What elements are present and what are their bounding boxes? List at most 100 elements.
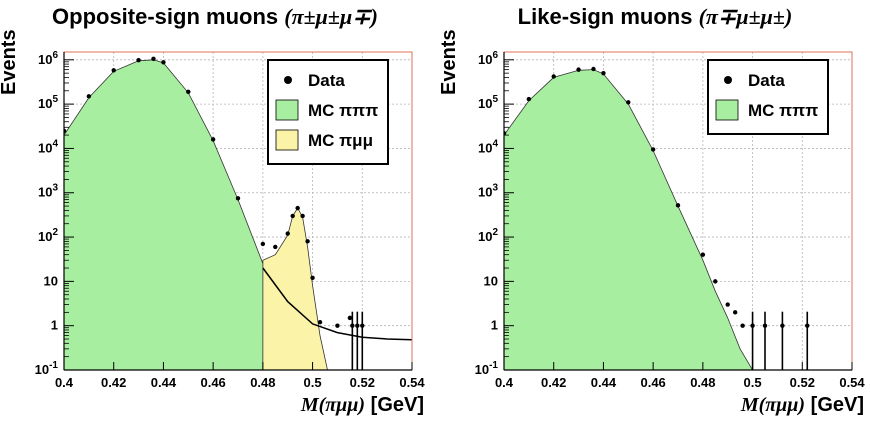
data-point — [86, 94, 92, 99]
y-tick-label: 1 — [491, 318, 498, 333]
y-tick-label: 102 — [478, 227, 498, 244]
plot-area — [64, 56, 412, 370]
data-point — [285, 231, 290, 236]
x-tick-label: 0.52 — [790, 375, 815, 390]
chart-title-like: Like-sign muons (π∓μ±μ±) — [517, 4, 793, 29]
y-tick-label: 106 — [478, 50, 498, 67]
y-tick-label: 10-1 — [35, 360, 59, 377]
data-point — [675, 203, 681, 208]
x-tick-label: 0.54 — [839, 375, 865, 390]
plot-area — [504, 66, 810, 370]
x-tick-label: 0.4 — [55, 375, 74, 390]
data-point — [235, 196, 241, 201]
data-point — [355, 323, 360, 328]
data-point — [310, 275, 315, 281]
data-point — [750, 323, 755, 328]
x-tick-label: 0.48 — [690, 375, 715, 390]
data-point — [347, 315, 353, 321]
opposite-sign-chart: 0.4 0.42 0.44 0.46 0.48 0.5 0.52 0.54 10-1 1 10 102… — [35, 50, 426, 390]
y-tick-label: 105 — [38, 94, 58, 111]
data-point — [601, 70, 606, 76]
x-tick-label: 0.52 — [350, 375, 375, 390]
x-tick-label: 0.44 — [151, 375, 177, 390]
opposite-sign-panel: Opposite-sign muons (π±μ±μ∓) 0.4 0.42 0.44… — [0, 0, 430, 423]
data-point — [260, 241, 266, 247]
legend-label: Data — [748, 71, 785, 90]
data-point — [350, 323, 355, 328]
data-point — [317, 319, 323, 325]
histogram-fill — [262, 207, 328, 370]
y-axis-label: Events — [438, 29, 460, 95]
x-tick-label: 0.48 — [250, 375, 275, 390]
data-point — [210, 137, 216, 142]
fit-curve — [262, 267, 412, 341]
data-point — [732, 310, 738, 315]
like-sign-chart: 0.4 0.42 0.44 0.46 0.48 0.5 0.52 0.54 10-1 1 10 102… — [475, 50, 866, 390]
legend-marker — [284, 76, 292, 84]
data-point — [300, 213, 305, 219]
x-tick-label: 0.42 — [541, 375, 566, 390]
data-point — [136, 57, 141, 63]
data-point — [111, 68, 116, 73]
data-point — [626, 100, 631, 105]
data-point — [805, 323, 810, 328]
y-axis-label: Events — [0, 29, 20, 95]
data-point — [295, 205, 300, 211]
y-tick-label: 104 — [478, 138, 498, 155]
data-point — [740, 323, 745, 328]
data-point — [700, 252, 706, 257]
data-point — [713, 279, 718, 284]
data-point — [290, 213, 295, 219]
data-point — [780, 323, 785, 328]
legend: Data MC πππ — [707, 59, 829, 135]
legend-marker — [724, 76, 732, 84]
data-point — [151, 56, 156, 62]
y-tick-label: 105 — [478, 94, 498, 111]
x-axis-label: M(πμμ) [GeV] — [300, 394, 424, 416]
y-axis-ticks: 10-1 1 10 102 103 104 105 106 — [475, 50, 514, 377]
legend-label: MC πμμ — [308, 131, 373, 150]
data-point — [762, 323, 768, 328]
y-axis-ticks: 10-1 1 10 102 103 104 105 106 — [35, 50, 74, 377]
x-tick-label: 0.5 — [744, 375, 762, 390]
data-point — [360, 323, 365, 328]
y-tick-label: 10 — [484, 273, 498, 288]
x-tick-label: 0.42 — [101, 375, 126, 390]
data-point — [273, 244, 278, 250]
x-axis-ticks: 0.4 0.42 0.44 0.46 0.48 0.5 0.52 0.54 — [495, 362, 865, 390]
y-tick-label: 106 — [38, 50, 58, 67]
data-point — [725, 302, 730, 307]
legend-label: Data — [308, 71, 345, 90]
legend-box — [707, 59, 829, 135]
data-point — [591, 66, 596, 72]
data-point — [305, 239, 310, 244]
y-tick-label: 103 — [38, 183, 58, 200]
x-tick-label: 0.46 — [640, 375, 665, 390]
y-tick-label: 102 — [38, 227, 58, 244]
x-tick-label: 0.4 — [495, 375, 514, 390]
data-point — [186, 89, 191, 94]
data-point — [335, 323, 340, 328]
y-tick-label: 10 — [44, 273, 58, 288]
y-tick-label: 103 — [478, 183, 498, 200]
like-sign-panel: Like-sign muons (π∓μ±μ±) 0.4 0.42 0.44 0.46… — [438, 0, 870, 423]
y-tick-label: 10-1 — [475, 360, 499, 377]
legend-swatch — [715, 99, 739, 121]
x-axis-ticks: 0.4 0.42 0.44 0.46 0.48 0.5 0.52 0.54 — [55, 362, 425, 390]
x-tick-label: 0.54 — [399, 375, 425, 390]
data-point — [526, 96, 532, 102]
legend: Data MC πππ MC πμμ — [267, 59, 389, 165]
data-point — [161, 60, 166, 65]
legend-label: MC πππ — [748, 101, 818, 120]
legend-label: MC πππ — [308, 101, 378, 120]
x-tick-label: 0.44 — [591, 375, 617, 390]
data-point — [551, 74, 556, 79]
data-point — [650, 147, 656, 152]
y-tick-label: 104 — [38, 138, 58, 155]
y-tick-label: 1 — [51, 318, 58, 333]
legend-swatch — [275, 129, 299, 151]
chart-title-opposite: Opposite-sign muons (π±μ±μ∓) — [52, 4, 378, 29]
x-axis-label: M(πμμ) [GeV] — [740, 394, 864, 416]
data-point — [576, 67, 581, 72]
x-tick-label: 0.5 — [304, 375, 322, 390]
